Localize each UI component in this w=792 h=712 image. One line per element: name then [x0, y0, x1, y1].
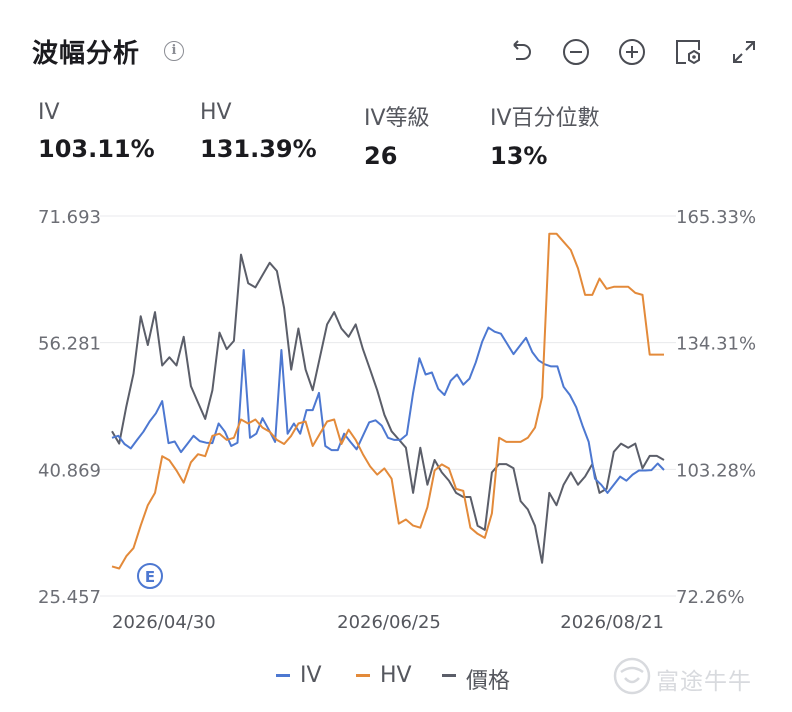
stat-iv-rank: IV等級 26: [364, 100, 430, 170]
y-left-tick-label: 40.869: [38, 460, 101, 481]
y-right-tick-label: 103.28%: [676, 460, 756, 481]
stat-iv-percentile: IV百分位數 13%: [490, 100, 600, 170]
watermark-text: 富途牛牛: [656, 669, 752, 695]
y-left-tick-label: 25.457: [38, 587, 101, 608]
legend-label: 價格: [466, 669, 511, 694]
hv-series-line: [111, 232, 664, 570]
legend-swatch: [356, 674, 370, 677]
legend-label: IV: [300, 663, 322, 688]
page-title: 波幅分析: [32, 39, 141, 69]
event-marker-label: E: [145, 568, 155, 586]
stat-value: 131.39%: [200, 135, 317, 163]
legend-swatch: [276, 674, 290, 677]
info-icon[interactable]: i: [164, 41, 184, 61]
watermark: 富途牛牛: [612, 656, 751, 696]
settings-icon[interactable]: [672, 36, 704, 68]
stat-iv: IV 103.11%: [38, 100, 155, 163]
stat-label: IV: [38, 100, 60, 125]
y-left-tick-label: 56.281: [38, 334, 101, 355]
undo-icon[interactable]: [504, 36, 536, 68]
price-series-line: [111, 253, 665, 564]
y-right-tick-label: 165.33%: [676, 207, 756, 228]
y-right-tick-label: 72.26%: [676, 587, 745, 608]
legend-swatch: [442, 674, 456, 677]
stat-value: 103.11%: [38, 135, 155, 163]
y-right-tick-label: 134.31%: [676, 334, 756, 355]
x-tick-label: 2026/06/25: [337, 612, 441, 633]
stat-value: 26: [364, 142, 398, 170]
stat-label: IV等級: [364, 106, 430, 131]
zoom-out-icon[interactable]: [560, 36, 592, 68]
legend-label: HV: [380, 663, 412, 688]
stat-hv: HV 131.39%: [200, 100, 317, 163]
bull-logo-icon: [613, 657, 651, 695]
iv-series-line: [111, 326, 665, 494]
y-left-tick-label: 71.693: [38, 207, 101, 228]
x-tick-label: 2026/08/21: [560, 612, 664, 633]
event-marker: [137, 563, 163, 589]
stat-value: 13%: [490, 142, 548, 170]
x-tick-label: 2026/04/30: [112, 612, 216, 633]
expand-icon[interactable]: [728, 36, 760, 68]
stat-label: IV百分位數: [490, 106, 600, 131]
zoom-in-icon[interactable]: [616, 36, 648, 68]
stat-label: HV: [200, 100, 232, 125]
